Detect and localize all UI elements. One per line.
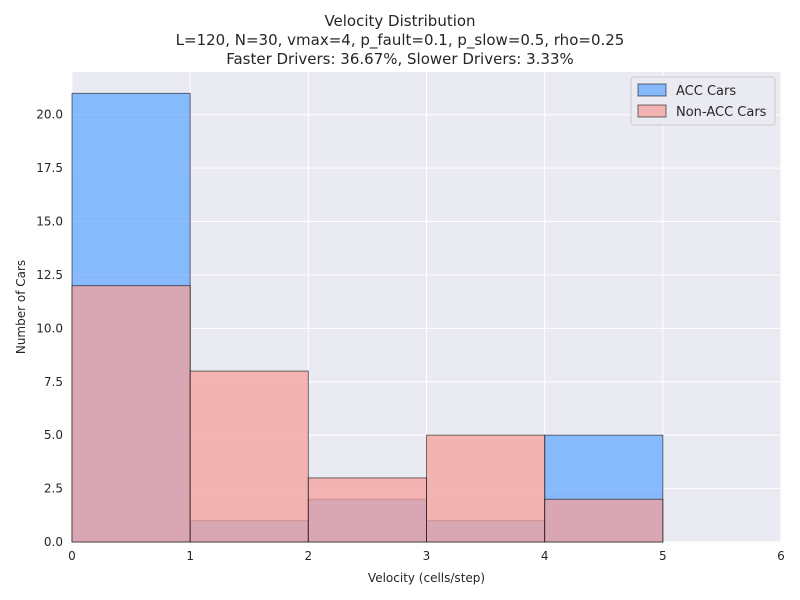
legend-swatch: [637, 83, 667, 97]
chart-title: Velocity Distribution: [324, 12, 476, 30]
x-tick-label: 3: [423, 549, 431, 563]
histogram-bars: [71, 92, 664, 543]
histogram-bar: [71, 285, 191, 543]
y-tick-label: 7.5: [44, 375, 63, 389]
y-tick-label: 17.5: [36, 161, 63, 175]
y-tick-label: 0.0: [44, 535, 63, 549]
y-tick-label: 15.0: [36, 215, 63, 229]
legend-label: Non-ACC Cars: [676, 105, 767, 120]
x-axis-label: Velocity (cells/step): [368, 571, 485, 585]
histogram-bar: [426, 434, 546, 543]
histogram-bar: [307, 477, 428, 543]
x-tick-label: 0: [68, 549, 76, 563]
legend: ACC Cars Non-ACC Cars: [630, 76, 776, 126]
x-tick-label: 1: [186, 549, 194, 563]
y-tick-label: 10.0: [36, 321, 63, 335]
x-tick-label: 2: [305, 549, 313, 563]
chart-subtitle-line-1: L=120, N=30, vmax=4, p_fault=0.1, p_slow…: [175, 31, 625, 49]
y-tick-label: 5.0: [44, 428, 63, 442]
y-axis-ticks: 0.0 2.5 5.0 7.5 10.0 12.5 15.0 17.5 20.0: [36, 108, 63, 549]
x-tick-label: 5: [659, 549, 667, 563]
y-axis-label: Number of Cars: [14, 260, 28, 354]
x-tick-label: 6: [777, 549, 785, 563]
legend-swatch: [637, 104, 667, 118]
histogram-bar: [189, 370, 309, 543]
chart-subtitle-line-2: Faster Drivers: 36.67%, Slower Drivers: …: [226, 50, 574, 68]
y-tick-label: 12.5: [36, 268, 63, 282]
histogram-bar: [544, 498, 664, 543]
y-tick-label: 20.0: [36, 108, 63, 122]
x-tick-label: 4: [541, 549, 549, 563]
y-tick-label: 2.5: [44, 482, 63, 496]
legend-label: ACC Cars: [676, 84, 736, 99]
x-axis-ticks: 0 1 2 3 4 5 6: [68, 549, 785, 563]
legend-box: [630, 76, 776, 126]
